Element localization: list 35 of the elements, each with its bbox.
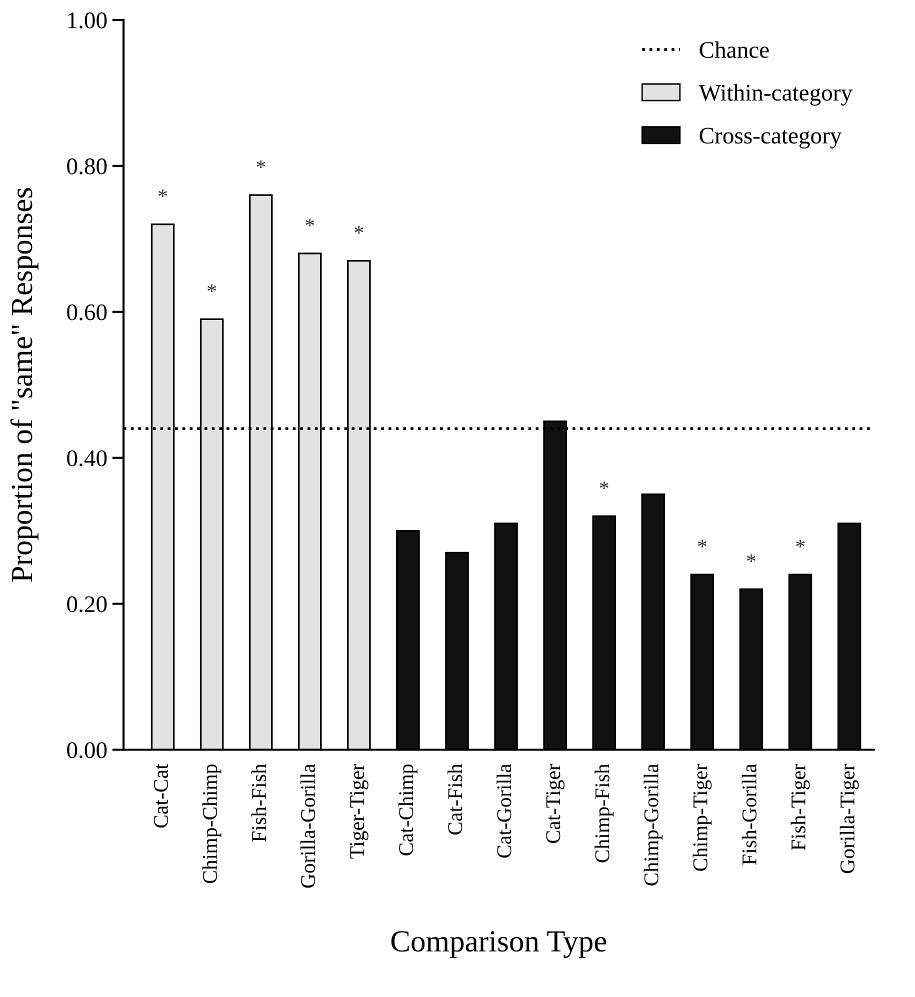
data-label: * xyxy=(354,226,364,234)
legend-label: Chance xyxy=(700,41,769,58)
data-label: * xyxy=(158,190,167,198)
y-tick-label: 0.00 xyxy=(67,742,107,758)
x-tick-label: Cat-Fish xyxy=(448,764,462,835)
x-tick-label: Fish-Tiger xyxy=(790,764,810,850)
y-tick-label: 0.20 xyxy=(67,596,107,612)
y-tick-label: 1.00 xyxy=(68,12,107,28)
x-tick-label: Cat-Chimp xyxy=(398,764,418,856)
data-label: * xyxy=(747,554,756,562)
x-tick-label: Chimp-Gorilla xyxy=(644,764,663,886)
x-tick-label: Fish-Fish xyxy=(251,764,266,842)
x-tick-label: Chimp-Fish xyxy=(594,764,614,862)
x-tick-label: Gorilla-Gorilla xyxy=(300,764,316,888)
data-label: * xyxy=(256,160,266,168)
data-label: * xyxy=(600,481,608,490)
x-tick-label: Tiger-Tiger xyxy=(350,764,368,859)
y-tick-label: 0.60 xyxy=(67,304,107,320)
data-label: * xyxy=(208,284,216,292)
y-tick-label: 0.80 xyxy=(67,158,107,174)
x-tick-label: Cat-Cat xyxy=(154,764,168,828)
data-label: * xyxy=(698,540,706,548)
x-tick-label: Chimp-Chimp xyxy=(202,764,222,884)
x-tick-label: Cat-Gorilla xyxy=(496,764,512,858)
x-tick-label: Gorilla-Tiger xyxy=(840,764,859,874)
x-tick-label: Cat-Tiger xyxy=(546,764,565,844)
data-label: * xyxy=(796,540,804,548)
x-axis-title: Comparison Type xyxy=(391,931,606,958)
legend-label: Cross-category xyxy=(700,128,842,148)
x-tick-label: Chimp-Tiger xyxy=(692,764,712,871)
x-tick-label: Fish-Gorilla xyxy=(742,764,756,865)
data-label: * xyxy=(306,218,314,226)
y-tick-label: 0.40 xyxy=(67,450,107,466)
legend-label: Within-category xyxy=(698,84,852,106)
y-axis-title: Proportion of "same" Responses xyxy=(10,188,38,582)
